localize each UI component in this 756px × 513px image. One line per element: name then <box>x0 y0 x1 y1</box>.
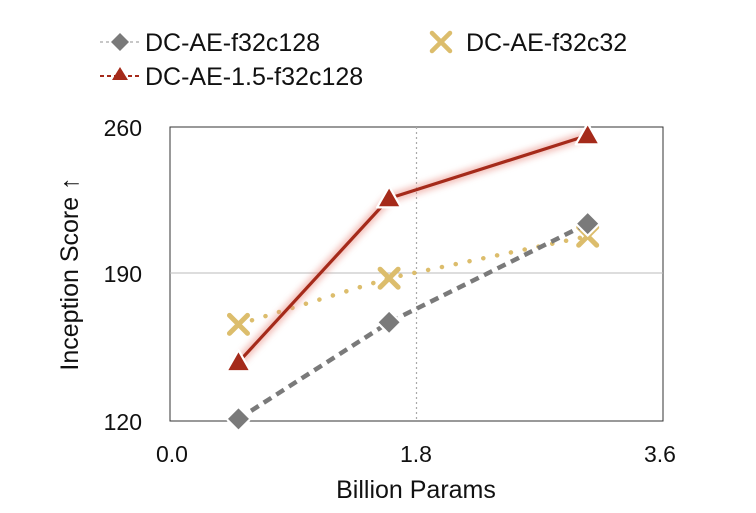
x-tick-0-0: 0.0 <box>156 441 188 467</box>
x-tick-1-8: 1.8 <box>400 441 432 467</box>
x-axis-label: Billion Params <box>336 476 496 504</box>
legend-marker-diamond <box>111 33 129 51</box>
legend: DC-AE-f32c128 DC-AE-f32c32 DC-AE-1.5-f32… <box>100 29 627 91</box>
legend-item-1: DC-AE-f32c32 <box>429 29 627 57</box>
series-layer <box>224 122 602 433</box>
point-2-0 <box>225 349 252 373</box>
legend-item-0: DC-AE-f32c128 <box>100 29 320 57</box>
legend-marker-triangle <box>112 67 128 80</box>
point-0-0 <box>224 405 253 433</box>
y-tick-190: 190 <box>104 261 142 287</box>
x-tick-3-6: 3.6 <box>644 441 676 467</box>
legend-label-0: DC-AE-f32c128 <box>145 29 320 57</box>
legend-marker-x <box>429 30 453 54</box>
point-2-2 <box>574 122 601 146</box>
point-1-1 <box>377 266 401 290</box>
y-axis-label: Inception Score ↑ <box>56 177 84 370</box>
legend-label-2: DC-AE-1.5-f32c128 <box>145 63 363 91</box>
point-1-0 <box>226 312 250 336</box>
point-0-1 <box>375 308 403 336</box>
point-0-2 <box>574 210 602 238</box>
legend-item-2: DC-AE-1.5-f32c128 <box>100 63 363 91</box>
y-tick-120: 120 <box>104 409 142 435</box>
legend-label-1: DC-AE-f32c32 <box>466 29 627 57</box>
point-2-1 <box>376 185 403 209</box>
y-tick-260: 260 <box>104 115 142 141</box>
